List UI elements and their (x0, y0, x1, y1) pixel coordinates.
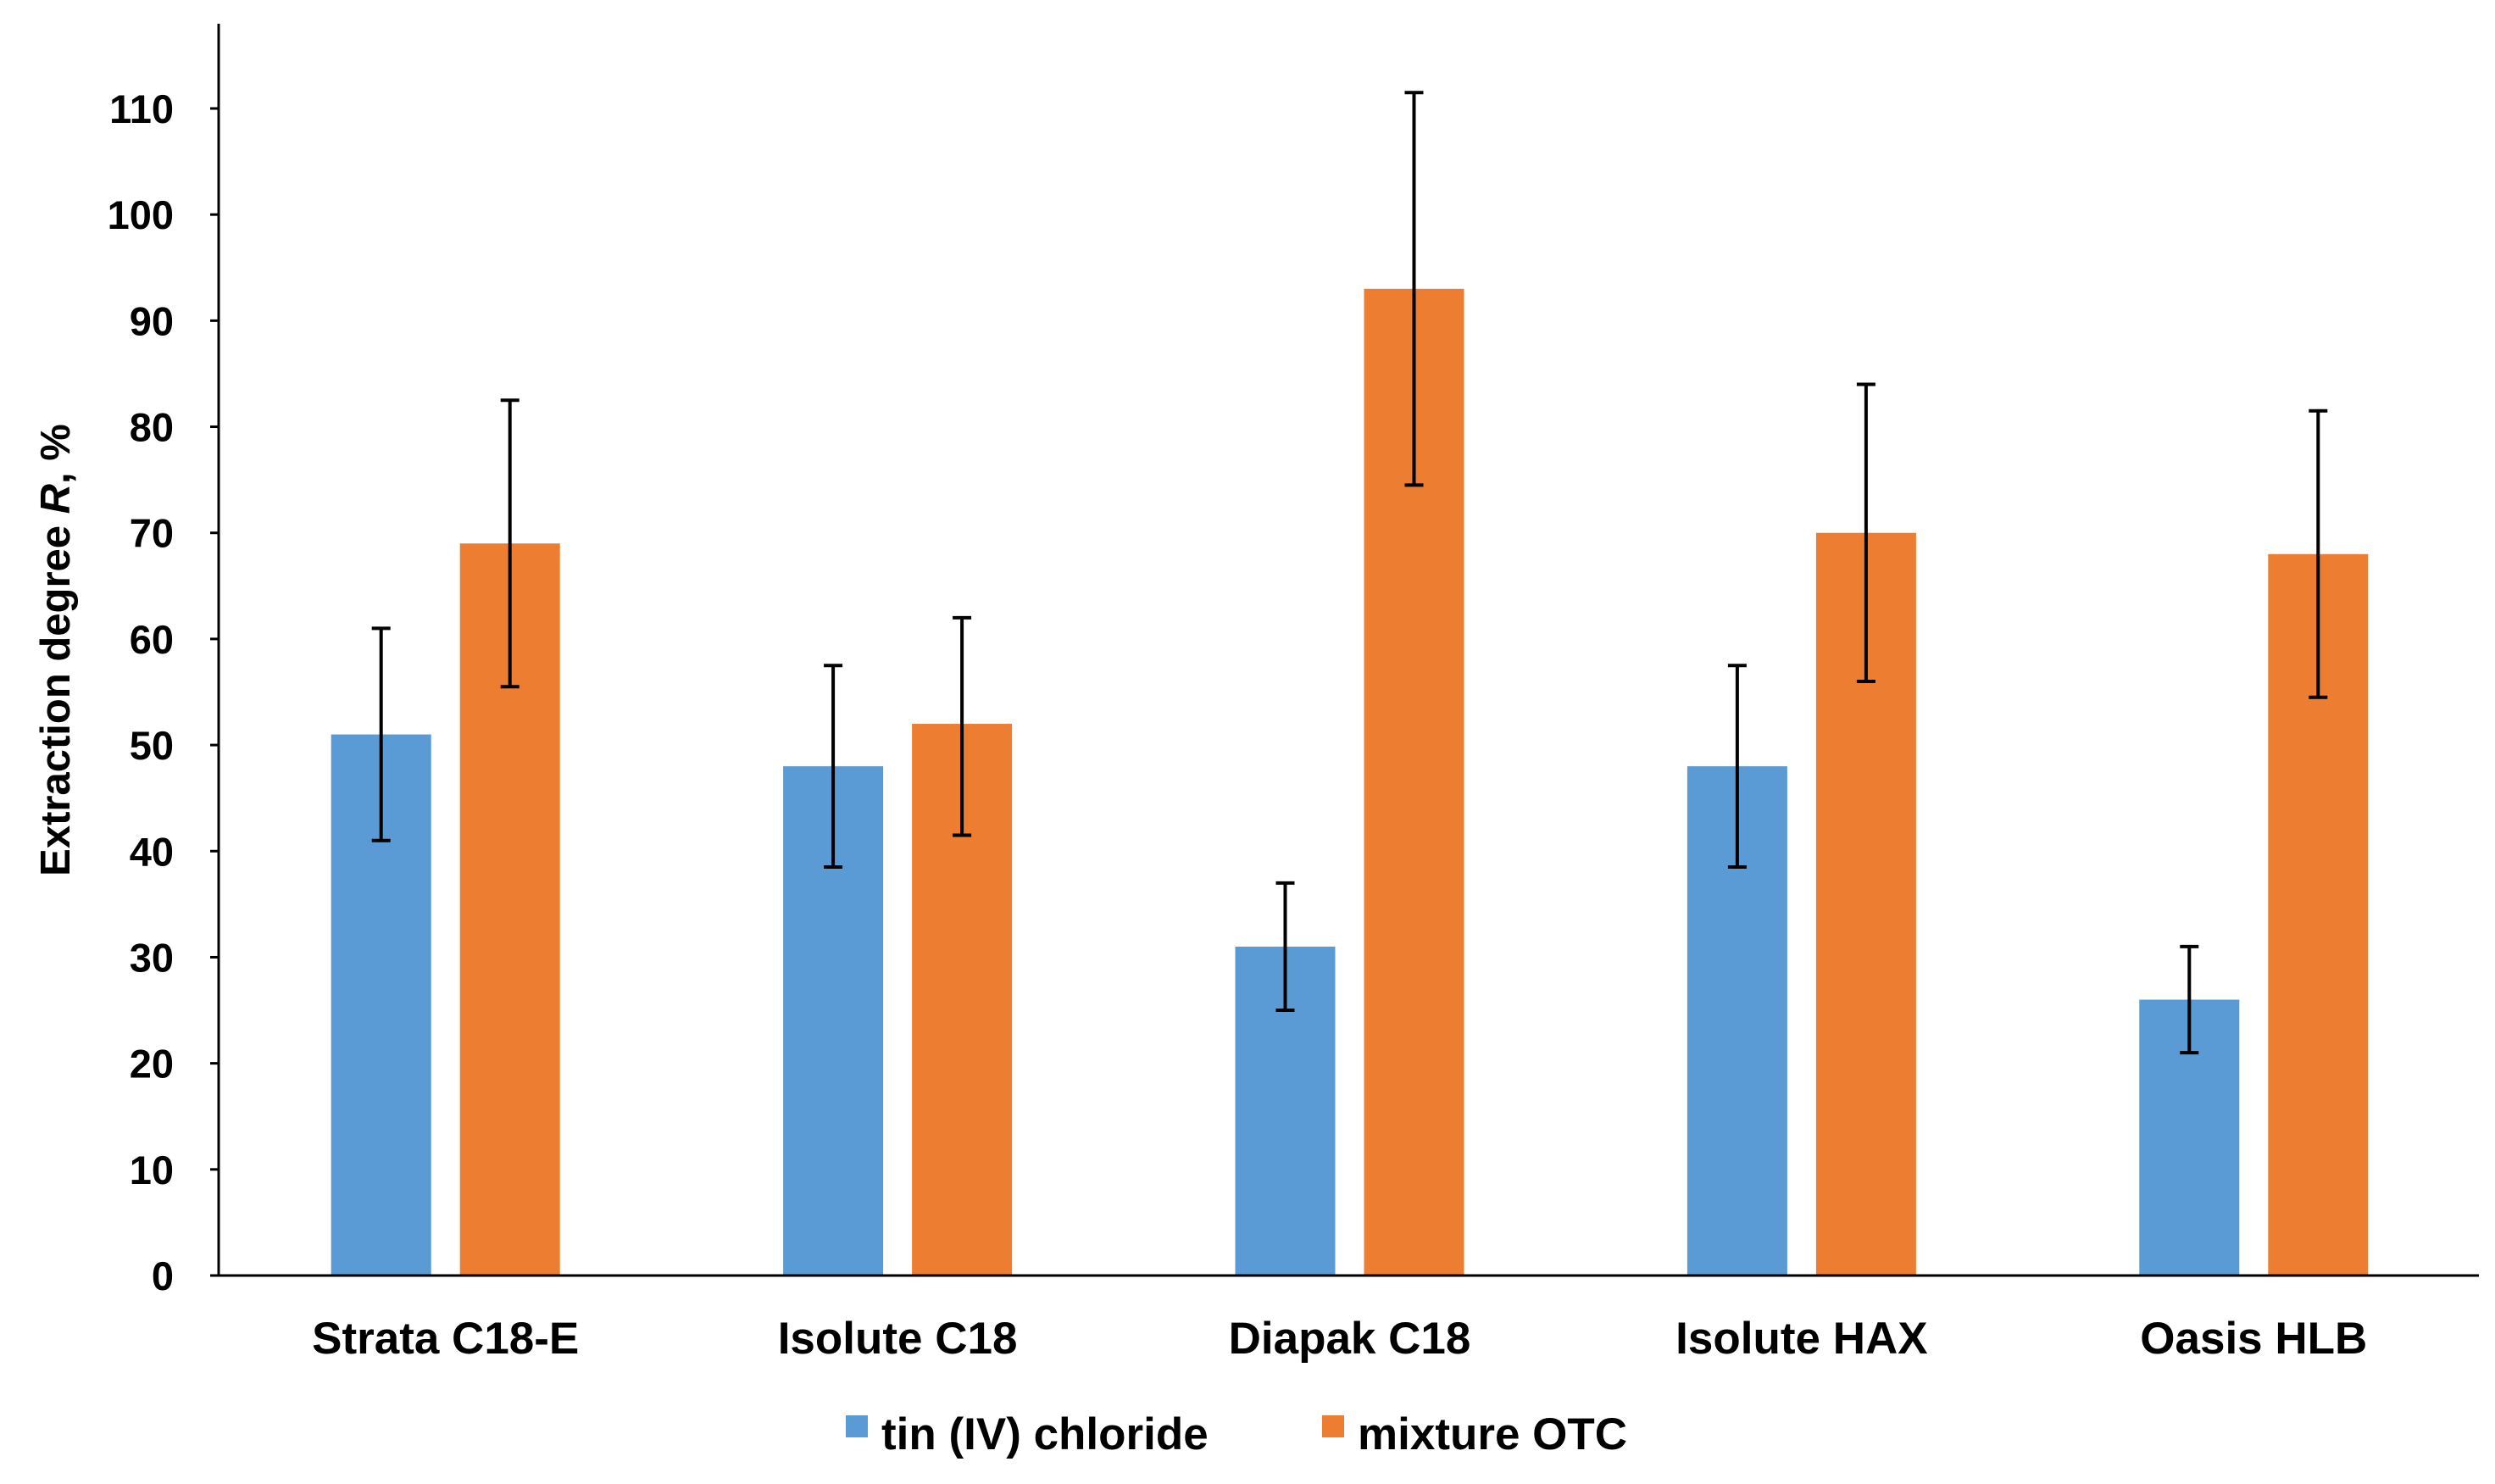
error-bar-isolute-c18-tin-iv-chloride (824, 664, 843, 870)
y-tick-label-0: 0 (152, 1253, 174, 1298)
y-tick-label-70: 70 (130, 511, 174, 556)
y-axis-title: Extraction degree R, % (33, 424, 79, 876)
x-axis-category-labels: Strata C18-E Isolute C18 Diapak C18 Isolute… (312, 1314, 2367, 1364)
error-bar-oasis-hlb-mixture-otc (2309, 409, 2328, 699)
x-tick-label-oasis-hlb: Oasis HLB (2140, 1314, 2367, 1364)
y-tick-label-80: 80 (130, 405, 174, 450)
x-tick-label-strata-c18-e: Strata C18-E (312, 1314, 579, 1364)
error-bar-diapak-c18-tin-iv-chloride (1275, 881, 1295, 1013)
legend-swatch-tin-iv-chloride (846, 1415, 868, 1437)
error-bar-oasis-hlb-tin-iv-chloride (2180, 944, 2199, 1055)
y-axis-title-suffix: , % (33, 424, 79, 484)
error-bar-strata-c18-e-mixture-otc (500, 398, 520, 689)
y-tick-label-50: 50 (130, 723, 174, 768)
x-tick-label-diapak-c18: Diapak C18 (1229, 1314, 1471, 1364)
x-tick-label-isolute-c18: Isolute C18 (778, 1314, 1018, 1364)
y-tick-label-110: 110 (109, 86, 174, 131)
y-tick-label-20: 20 (130, 1042, 174, 1087)
x-tick-label-isolute-hax: Isolute HAX (1675, 1314, 1927, 1364)
y-tick-label-60: 60 (130, 617, 174, 662)
y-axis-ticks: 0 10 20 30 40 50 60 70 80 90 100 110 (108, 86, 219, 1298)
y-tick-label-10: 10 (130, 1148, 174, 1192)
legend-label-mixture-otc: mixture OTC (1358, 1409, 1627, 1459)
legend: tin (IV) chloride mixture OTC (846, 1409, 1627, 1459)
y-tick-label-90: 90 (130, 298, 174, 343)
bars (331, 288, 2369, 1276)
y-axis-title-variable: R (33, 483, 79, 514)
y-tick-label-30: 30 (130, 935, 174, 980)
error-bar-isolute-hax-tin-iv-chloride (1727, 664, 1747, 870)
y-tick-label-100: 100 (108, 192, 174, 237)
error-bars (371, 91, 2328, 1055)
legend-label-tin-iv-chloride: tin (IV) chloride (881, 1409, 1209, 1459)
error-bar-strata-c18-e-tin-iv-chloride (371, 626, 391, 842)
error-bar-diapak-c18-mixture-otc (1404, 91, 1424, 487)
legend-swatch-mixture-otc (1322, 1415, 1344, 1437)
y-axis-title-prefix: Extraction degree (33, 514, 79, 876)
error-bar-isolute-hax-mixture-otc (1856, 382, 1875, 683)
error-bar-isolute-c18-mixture-otc (953, 615, 972, 837)
y-tick-label-40: 40 (130, 829, 174, 874)
